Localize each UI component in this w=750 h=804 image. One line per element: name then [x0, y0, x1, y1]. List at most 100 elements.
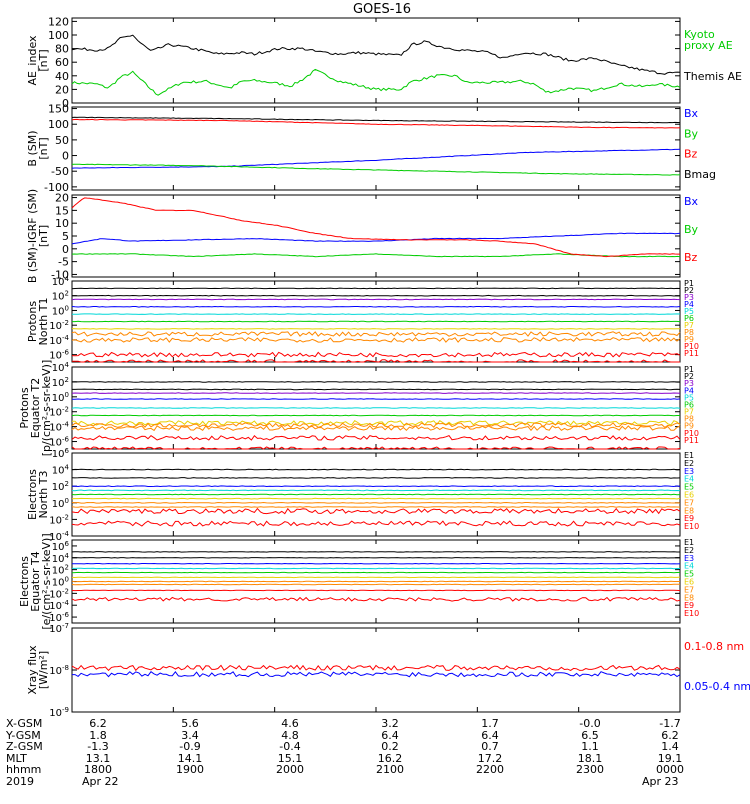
y-tick-label: 106 [52, 447, 70, 460]
ephemeris-value: 0000 [656, 764, 684, 775]
panel-frame [72, 18, 680, 103]
y-tick-label: 100 [48, 29, 69, 42]
chart-title: GOES-16 [353, 2, 411, 17]
legend-entry: Bmag [684, 168, 716, 181]
legend-entry: By [684, 127, 699, 140]
series-line [72, 393, 680, 394]
y-tick-label: 20 [55, 192, 69, 205]
ephemeris-value: 1.8 [89, 730, 107, 741]
y-tick-label: 10-4 [49, 334, 69, 347]
ephemeris-value: 2200 [476, 764, 504, 775]
series-line [72, 564, 680, 565]
y-tick-label: 102 [52, 290, 69, 303]
y-axis-label: [nT] [37, 137, 50, 159]
y-tick-label: 100 [48, 118, 69, 131]
series-line [72, 490, 680, 491]
ephemeris-value: 1800 [84, 764, 112, 775]
y-tick-label: 10-9 [49, 706, 69, 719]
y-tick-label: 10-2 [49, 513, 69, 526]
ephemeris-value: 3.2 [381, 718, 399, 729]
ephemeris-value: 0.2 [381, 741, 399, 752]
ephemeris-value: 13.1 [86, 753, 111, 764]
series-line [72, 415, 680, 416]
y-axis-label: [p/(cm²-s-sr-keV)] [40, 360, 53, 457]
legend-entry: By [684, 223, 699, 236]
ephemeris-value: 6.2 [661, 730, 679, 741]
y-tick-label: 0 [62, 243, 69, 256]
ephemeris-value: 6.4 [381, 730, 399, 741]
legend-entry: E10 [684, 609, 699, 618]
ephemeris-value: 4.8 [281, 730, 299, 741]
y-tick-label: 10 [55, 217, 69, 230]
series-line [72, 469, 680, 470]
ephemeris-value: 6.5 [581, 730, 599, 741]
ephemeris-value: -1.7 [659, 718, 680, 729]
ephemeris-value: 3.4 [181, 730, 199, 741]
date-start: Apr 22 [82, 776, 119, 787]
legend-entry: Themis AE [683, 70, 742, 83]
series-line [72, 436, 680, 440]
series-line [72, 288, 680, 289]
ephemeris-value: 6.4 [481, 730, 499, 741]
y-tick-label: 50 [55, 134, 69, 147]
series-line [72, 494, 680, 495]
legend-entry: 0.1-0.8 nm [684, 640, 744, 653]
y-tick-label: 10-8 [49, 664, 69, 677]
legend-entry: Bx [684, 195, 699, 208]
y-axis-label: North T1 [37, 298, 50, 346]
series-line [72, 164, 680, 175]
y-tick-label: -50 [51, 165, 69, 178]
series-line [72, 552, 680, 553]
legend-entry: Bx [684, 107, 699, 120]
series-line [72, 577, 680, 578]
ephemeris-value: 19.1 [658, 753, 683, 764]
series-line [72, 352, 680, 356]
y-tick-label: 10-7 [49, 622, 69, 635]
series-line [72, 672, 680, 677]
date-end: Apr 23 [642, 776, 679, 787]
ephemeris-row-label: Y-GSM [6, 730, 41, 741]
ephemeris-value: 2300 [576, 764, 604, 775]
legend-entry: Bz [684, 251, 698, 264]
legend-entry: proxy AE [684, 39, 733, 52]
series-line [72, 584, 680, 585]
series-line [72, 486, 680, 487]
ephemeris-value: 2000 [276, 764, 304, 775]
ephemeris-value: 1.4 [661, 741, 679, 752]
legend-entry: Bz [684, 148, 698, 161]
y-tick-label: 100 [52, 391, 69, 404]
ephemeris-value: 1900 [176, 764, 204, 775]
ephemeris-value: 1.7 [481, 718, 499, 729]
legend-entry: P11 [684, 436, 699, 445]
y-tick-label: 150 [48, 103, 69, 116]
y-tick-label: 5 [62, 230, 69, 243]
y-tick-label: -5 [58, 256, 69, 269]
y-tick-label: 15 [55, 204, 69, 217]
series-line [72, 521, 680, 526]
series-line [72, 399, 680, 400]
y-axis-label: [nT] [37, 49, 50, 71]
ephemeris-value: 16.2 [378, 753, 403, 764]
y-tick-label: 102 [52, 376, 69, 389]
ephemeris-row-label: Z-GSM [6, 741, 43, 752]
y-tick-label: 80 [55, 43, 69, 56]
ephemeris-value: 17.2 [478, 753, 503, 764]
series-line [72, 35, 680, 74]
series-line [72, 299, 680, 300]
ephemeris-value: 2100 [376, 764, 404, 775]
ephemeris-value: -1.3 [87, 741, 108, 752]
series-line [72, 665, 680, 670]
series-line [72, 69, 680, 95]
series-line [72, 568, 680, 569]
series-line [72, 509, 680, 514]
y-tick-label: 104 [52, 361, 70, 374]
series-line [72, 408, 680, 409]
y-axis-label: [nT] [37, 225, 50, 247]
